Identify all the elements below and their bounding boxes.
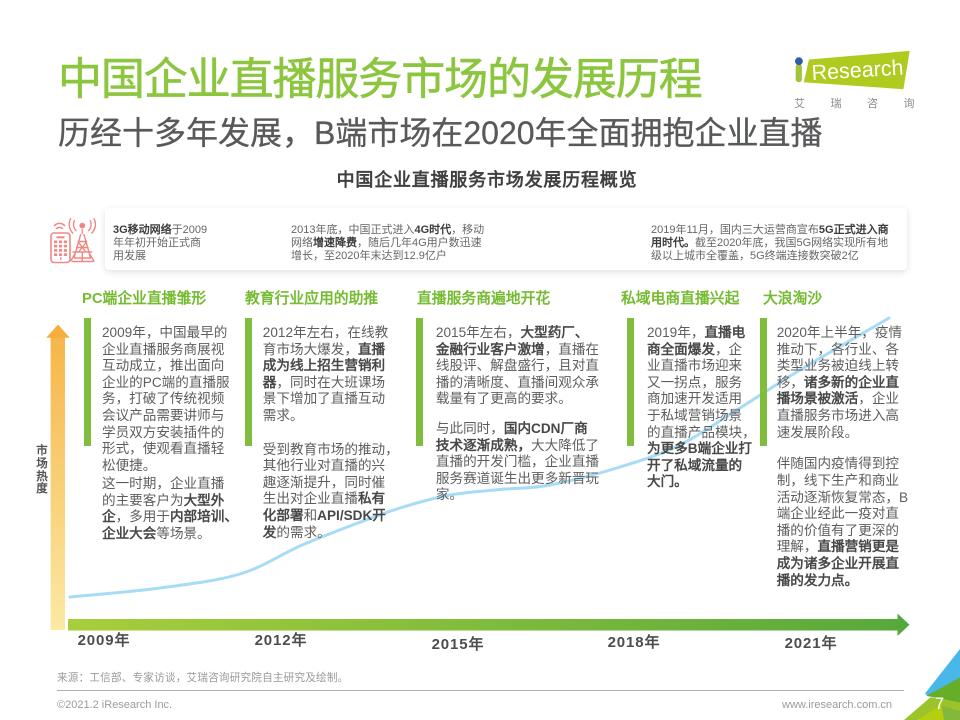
svg-text:7: 7 (935, 695, 944, 713)
svg-text:Research: Research (811, 56, 904, 85)
